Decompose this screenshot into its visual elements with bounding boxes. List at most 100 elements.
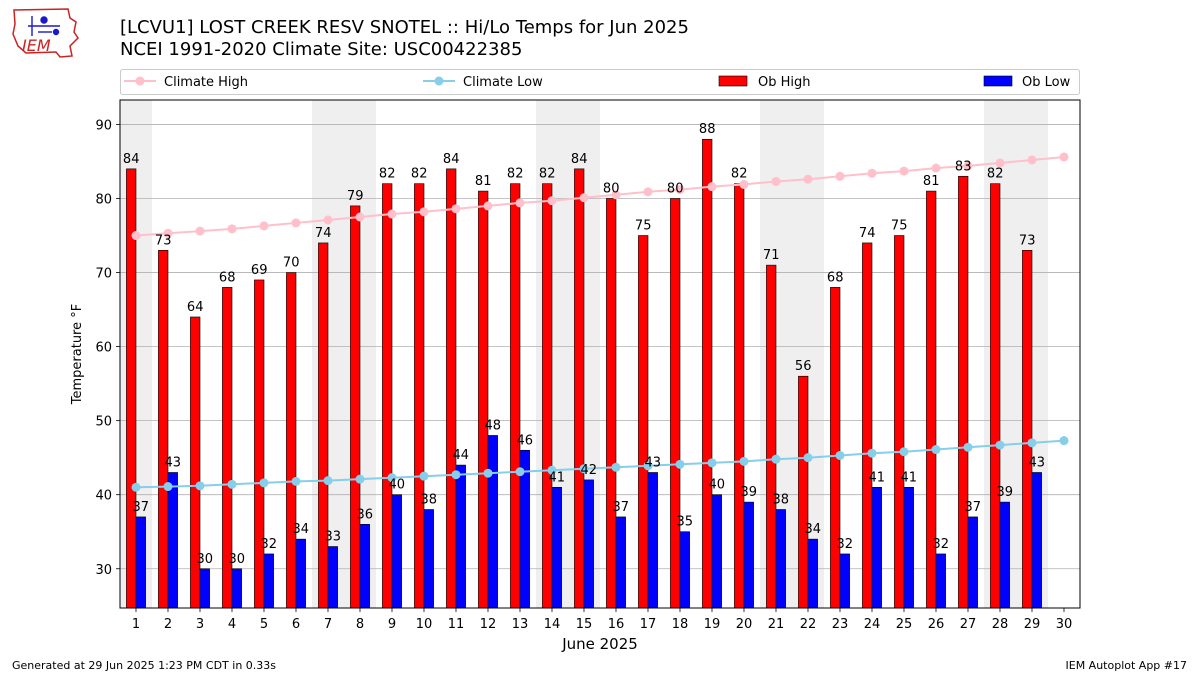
climate-high-point <box>835 171 845 181</box>
ob-high-bar <box>478 190 489 609</box>
ob-high-label: 71 <box>763 248 780 263</box>
climate-high-point <box>931 163 941 173</box>
ob-low-bar <box>551 486 562 609</box>
climate-high-point <box>963 161 973 171</box>
ob-high-bar <box>798 375 809 609</box>
ob-high-label: 84 <box>443 152 460 167</box>
ob-high-label: 75 <box>891 219 908 234</box>
ob-low-bar <box>999 501 1010 609</box>
ob-high-label: 84 <box>571 152 588 167</box>
climate-low-point <box>547 465 557 475</box>
climate-low-point <box>899 447 909 457</box>
y-axis-label: Temperature °F <box>70 304 85 405</box>
climate-high-point <box>291 218 301 228</box>
climate-low-point <box>835 450 845 460</box>
climate-low-point <box>771 454 781 464</box>
x-tick-label: 27 <box>960 617 977 632</box>
ob-high-label: 80 <box>603 181 620 196</box>
ob-high-label: 69 <box>251 263 268 278</box>
ob-high-bar <box>830 287 841 609</box>
x-tick-label: 10 <box>416 617 433 632</box>
ob-low-bar <box>903 486 914 609</box>
climate-low-point <box>1027 438 1037 448</box>
x-tick-label: 12 <box>480 617 497 632</box>
ob-low-bar <box>711 494 722 609</box>
ob-high-label: 81 <box>923 174 940 189</box>
climate-low-point <box>387 473 397 483</box>
ob-low-label: 38 <box>421 493 438 508</box>
climate-high-point <box>803 174 813 184</box>
ob-low-label: 36 <box>357 507 374 522</box>
climate-low-point <box>131 482 141 492</box>
climate-high-point <box>867 168 877 178</box>
footer-app: IEM Autoplot App #17 <box>1065 659 1188 672</box>
climate-high-point <box>387 209 397 219</box>
climate-high-point <box>707 182 717 192</box>
x-tick-label: 25 <box>896 617 913 632</box>
x-tick-label: 7 <box>324 617 332 632</box>
x-tick-label: 19 <box>704 617 721 632</box>
climate-low-point <box>931 445 941 455</box>
x-tick-label: 30 <box>1056 617 1073 632</box>
climate-low-point <box>355 474 365 484</box>
climate-low-point <box>451 470 461 480</box>
climate-high-point <box>515 198 525 208</box>
ob-high-bar <box>350 205 361 609</box>
ob-low-label: 37 <box>133 500 150 515</box>
climate-low-point <box>163 482 173 492</box>
legend-climate-high-marker <box>135 76 145 86</box>
ob-high-label: 82 <box>987 167 1004 182</box>
x-tick-label: 9 <box>388 617 396 632</box>
x-tick-label: 18 <box>672 617 689 632</box>
y-tick-label: 40 <box>95 489 112 504</box>
x-tick-label: 3 <box>196 617 204 632</box>
ob-low-label: 41 <box>901 470 918 485</box>
ob-low-bar <box>263 553 274 609</box>
ob-low-bar <box>871 486 882 609</box>
climate-low-line <box>135 439 1065 489</box>
x-tick-label: 2 <box>164 617 172 632</box>
ob-high-label: 83 <box>955 159 972 174</box>
x-tick-label: 4 <box>228 617 236 632</box>
climate-low-point <box>643 461 653 471</box>
climate-low-point <box>803 453 813 463</box>
ob-low-bar <box>647 472 658 609</box>
climate-low-point <box>483 468 493 478</box>
ob-high-bar <box>446 168 457 609</box>
ob-high-bar <box>318 242 329 609</box>
climate-high-point <box>355 212 365 222</box>
ob-low-bar <box>423 509 434 609</box>
ob-low-label: 48 <box>485 418 502 433</box>
ob-high-label: 82 <box>539 167 556 182</box>
ob-low-label: 41 <box>869 470 886 485</box>
ob-low-bar <box>231 568 242 609</box>
chart-subtitle: NCEI 1991-2020 Climate Site: USC00422385 <box>120 39 523 60</box>
x-tick-label: 21 <box>768 617 785 632</box>
ob-high-label: 74 <box>859 226 876 241</box>
climate-high-line <box>135 156 1065 237</box>
ob-high-bar <box>862 242 873 609</box>
ob-low-bar <box>487 435 498 609</box>
climate-high-point <box>323 215 333 225</box>
ob-low-bar <box>135 516 146 609</box>
climate-low-point <box>995 440 1005 450</box>
plot-frame <box>119 99 1081 609</box>
ob-high-label: 73 <box>1019 233 1036 248</box>
ob-low-bar <box>295 538 306 609</box>
ob-high-bar <box>542 183 553 609</box>
ob-low-label: 30 <box>197 552 214 567</box>
ob-high-label: 81 <box>475 174 492 189</box>
ob-high-bar <box>766 264 777 609</box>
climate-high-point <box>579 193 589 203</box>
ob-high-bar <box>734 183 745 609</box>
legend-ob-high-label: Ob High <box>758 75 811 90</box>
plot-area: 8437734364306830693270347433793682408238… <box>70 99 1081 653</box>
x-tick-label: 8 <box>356 617 364 632</box>
ob-low-label: 32 <box>261 537 278 552</box>
x-axis-label: June 2025 <box>561 635 638 653</box>
climate-low-point <box>227 479 237 489</box>
climate-low-point <box>963 442 973 452</box>
ob-low-label: 30 <box>229 552 246 567</box>
ob-high-label: 80 <box>667 181 684 196</box>
ob-low-bar <box>583 479 594 609</box>
